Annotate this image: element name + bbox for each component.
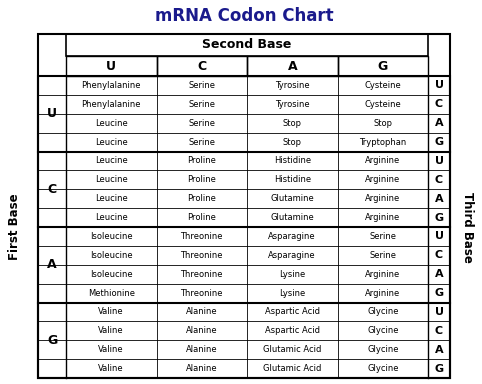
Text: Serine: Serine [369, 251, 396, 260]
Text: A: A [435, 118, 443, 128]
Text: Serine: Serine [188, 137, 215, 147]
Text: Serine: Serine [369, 232, 396, 241]
Text: G: G [434, 137, 443, 147]
Text: Asparagine: Asparagine [268, 232, 316, 241]
Text: Cysteine: Cysteine [364, 100, 401, 109]
Text: C: C [435, 175, 443, 185]
Text: Glutamine: Glutamine [270, 213, 314, 222]
Text: Valine: Valine [98, 364, 124, 373]
Text: Proline: Proline [187, 175, 216, 184]
Text: C: C [47, 183, 56, 196]
Text: A: A [47, 258, 57, 271]
Text: Isoleucine: Isoleucine [90, 232, 133, 241]
Text: U: U [434, 80, 443, 91]
Text: Methionine: Methionine [88, 288, 135, 298]
Text: Leucine: Leucine [95, 137, 128, 147]
Text: Valine: Valine [98, 326, 124, 335]
Text: Glutamine: Glutamine [270, 194, 314, 203]
Bar [247, 56, 337, 76]
Text: Leucine: Leucine [95, 175, 128, 184]
Text: Lysine: Lysine [279, 270, 306, 279]
Text: U: U [434, 307, 443, 317]
Bar [66, 34, 428, 56]
Text: A: A [435, 194, 443, 204]
Text: Glycine: Glycine [367, 308, 399, 316]
Text: Alanine: Alanine [186, 364, 217, 373]
Text: Alanine: Alanine [186, 326, 217, 335]
Text: Asparagine: Asparagine [268, 251, 316, 260]
Text: Third Base: Third Base [461, 192, 474, 262]
Text: Leucine: Leucine [95, 119, 128, 128]
Bar [38, 76, 450, 378]
Text: Valine: Valine [98, 345, 124, 354]
Bar [66, 56, 157, 76]
Text: Stop: Stop [283, 137, 302, 147]
Text: Arginine: Arginine [365, 213, 401, 222]
Text: G: G [434, 288, 443, 298]
Text: Alanine: Alanine [186, 345, 217, 354]
Text: G: G [377, 60, 388, 73]
Text: U: U [434, 156, 443, 166]
Text: Lysine: Lysine [279, 288, 306, 298]
Text: A: A [435, 269, 443, 279]
Text: Tryptophan: Tryptophan [359, 137, 406, 147]
Bar [38, 34, 450, 378]
Text: A: A [435, 345, 443, 355]
Text: U: U [106, 60, 116, 73]
Text: Tyrosine: Tyrosine [275, 100, 309, 109]
Text: C: C [435, 326, 443, 336]
Text: Glycine: Glycine [367, 345, 399, 354]
Text: Alanine: Alanine [186, 308, 217, 316]
Text: U: U [47, 107, 57, 120]
Text: Tyrosine: Tyrosine [275, 81, 309, 90]
Text: Arginine: Arginine [365, 288, 401, 298]
Text: Glutamic Acid: Glutamic Acid [263, 345, 321, 354]
Text: Aspartic Acid: Aspartic Acid [265, 308, 320, 316]
Text: Histidine: Histidine [274, 175, 311, 184]
Text: G: G [47, 334, 57, 347]
Text: Isoleucine: Isoleucine [90, 270, 133, 279]
Text: Second Base: Second Base [202, 38, 292, 51]
Text: Phenylalanine: Phenylalanine [81, 100, 141, 109]
Text: Serine: Serine [188, 100, 215, 109]
Text: Arginine: Arginine [365, 156, 401, 166]
Text: Serine: Serine [188, 119, 215, 128]
Text: Threonine: Threonine [180, 232, 223, 241]
Text: Threonine: Threonine [180, 288, 223, 298]
Text: First Base: First Base [9, 194, 22, 260]
Text: G: G [434, 213, 443, 223]
Text: Leucine: Leucine [95, 156, 128, 166]
Text: mRNA Codon Chart: mRNA Codon Chart [155, 7, 334, 25]
Text: Leucine: Leucine [95, 213, 128, 222]
Text: Arginine: Arginine [365, 175, 401, 184]
Text: C: C [197, 60, 206, 73]
Text: Arginine: Arginine [365, 270, 401, 279]
Text: Glutamic Acid: Glutamic Acid [263, 364, 321, 373]
Text: Arginine: Arginine [365, 194, 401, 203]
Text: G: G [434, 364, 443, 374]
Text: Proline: Proline [187, 213, 216, 222]
Text: Valine: Valine [98, 308, 124, 316]
Bar [157, 56, 247, 76]
Text: A: A [287, 60, 297, 73]
Text: U: U [434, 232, 443, 242]
Bar [337, 56, 428, 76]
Text: Histidine: Histidine [274, 156, 311, 166]
Text: Proline: Proline [187, 156, 216, 166]
Text: C: C [435, 250, 443, 260]
Text: Serine: Serine [188, 81, 215, 90]
Text: Phenylalanine: Phenylalanine [81, 81, 141, 90]
Text: C: C [435, 99, 443, 109]
Text: Stop: Stop [373, 119, 392, 128]
Text: Glycine: Glycine [367, 364, 399, 373]
Text: Threonine: Threonine [180, 251, 223, 260]
Text: Aspartic Acid: Aspartic Acid [265, 326, 320, 335]
Text: Proline: Proline [187, 194, 216, 203]
Text: Cysteine: Cysteine [364, 81, 401, 90]
Text: Leucine: Leucine [95, 194, 128, 203]
Text: Glycine: Glycine [367, 326, 399, 335]
Text: Stop: Stop [283, 119, 302, 128]
Text: Threonine: Threonine [180, 270, 223, 279]
Text: Isoleucine: Isoleucine [90, 251, 133, 260]
